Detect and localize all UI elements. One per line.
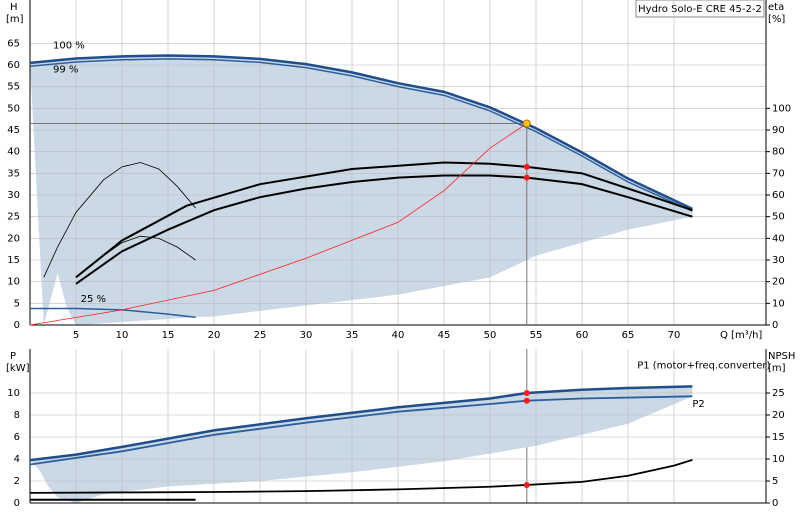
y-tick-label: 45 (7, 125, 20, 136)
y-tick-label: 10 (7, 388, 20, 399)
y-tick-label: 4 (14, 454, 20, 465)
y2-tick-label: 100 (772, 103, 791, 114)
y-tick-label: 35 (7, 168, 20, 179)
y2-tick-label: 30 (772, 255, 785, 266)
y-tick-label: 8 (14, 410, 20, 421)
x-tick-label: 25 (254, 330, 267, 341)
x-tick-label: 5 (73, 330, 79, 341)
series-line (43, 162, 196, 278)
y2-tick-label: 10 (772, 298, 785, 309)
duty-point (522, 119, 531, 128)
y-tick-label: 40 (7, 147, 20, 158)
y2-tick-label: 0 (772, 498, 778, 509)
y-tick-label: 55 (7, 82, 20, 93)
x-tick-label: 65 (622, 330, 635, 341)
y2-tick-label: 10 (772, 454, 785, 465)
y-tick-label: 50 (7, 103, 20, 114)
y2-axis-unit: [m] (768, 363, 786, 374)
marker (523, 174, 530, 181)
y-tick-label: 30 (7, 190, 20, 201)
marker (523, 390, 530, 396)
x-tick-label: 40 (392, 330, 405, 341)
y2-tick-label: 60 (772, 190, 785, 201)
y2-tick-label: 5 (772, 476, 778, 487)
x-tick-label: 70 (668, 330, 681, 341)
y-axis-label: H (10, 2, 18, 13)
series-label: P1 (motor+freq.converter) (637, 361, 770, 372)
y2-tick-label: 15 (772, 432, 785, 443)
series-line (75, 161, 693, 279)
title-box (635, 0, 765, 18)
y2-axis-label: eta (768, 2, 784, 13)
y-tick-label: 60 (7, 60, 20, 71)
series-line (29, 58, 693, 212)
x-tick-label: 30 (300, 330, 313, 341)
y-tick-label: 15 (7, 255, 20, 266)
series-line (75, 235, 196, 278)
y-axis-unit: [kW] (6, 363, 30, 374)
operating-region (30, 55, 693, 325)
y-tick-label: 2 (14, 476, 20, 487)
series-line (29, 123, 528, 326)
y2-tick-label: 25 (772, 388, 785, 399)
operating-region (30, 386, 693, 503)
series-line (29, 54, 693, 210)
series-line (29, 459, 693, 494)
y-tick-label: 0 (14, 320, 20, 331)
series-line (29, 385, 693, 462)
y2-tick-label: 50 (772, 212, 785, 223)
y-axis-unit: [m] (6, 14, 24, 25)
y-tick-label: 20 (7, 233, 20, 244)
x-tick-label: 45 (438, 330, 451, 341)
y-tick-label: 0 (14, 498, 20, 509)
x-tick-label: 20 (208, 330, 221, 341)
x-tick-label: 55 (530, 330, 543, 341)
y-tick-label: 65 (7, 38, 20, 49)
y2-tick-label: 90 (772, 125, 785, 136)
x-tick-label: 60 (576, 330, 589, 341)
marker (523, 481, 530, 488)
y-tick-label: 6 (14, 432, 20, 443)
x-tick-label: 10 (116, 330, 129, 341)
y2-tick-label: 20 (772, 277, 785, 288)
y2-tick-label: 40 (772, 233, 785, 244)
y2-axis-unit: [%] (768, 14, 785, 25)
x-axis-label: Q [m³/h] (720, 330, 762, 341)
x-tick-label: 35 (346, 330, 359, 341)
series-label: 99 % (53, 64, 78, 75)
y2-tick-label: 70 (772, 168, 785, 179)
y-tick-label: 25 (7, 212, 20, 223)
series-line (75, 174, 693, 285)
x-tick-label: 50 (484, 330, 497, 341)
y2-tick-label: 20 (772, 410, 785, 421)
marker (523, 163, 530, 170)
x-tick-label: 15 (162, 330, 175, 341)
series-label: 100 % (53, 41, 85, 52)
y-axis-label: P (10, 351, 16, 362)
y-tick-label: 5 (14, 298, 20, 309)
y2-tick-label: 80 (772, 147, 785, 158)
series-line (29, 395, 693, 466)
y-tick-label: 10 (7, 277, 20, 288)
y2-axis-label: NPSH (768, 351, 795, 362)
marker (523, 397, 530, 404)
series-label: P2 (692, 399, 704, 410)
y2-tick-label: 0 (772, 320, 778, 331)
chart-title: Hydro Solo-E CRE 45-2-2 (638, 4, 762, 15)
series-label: 25 % (81, 294, 106, 305)
